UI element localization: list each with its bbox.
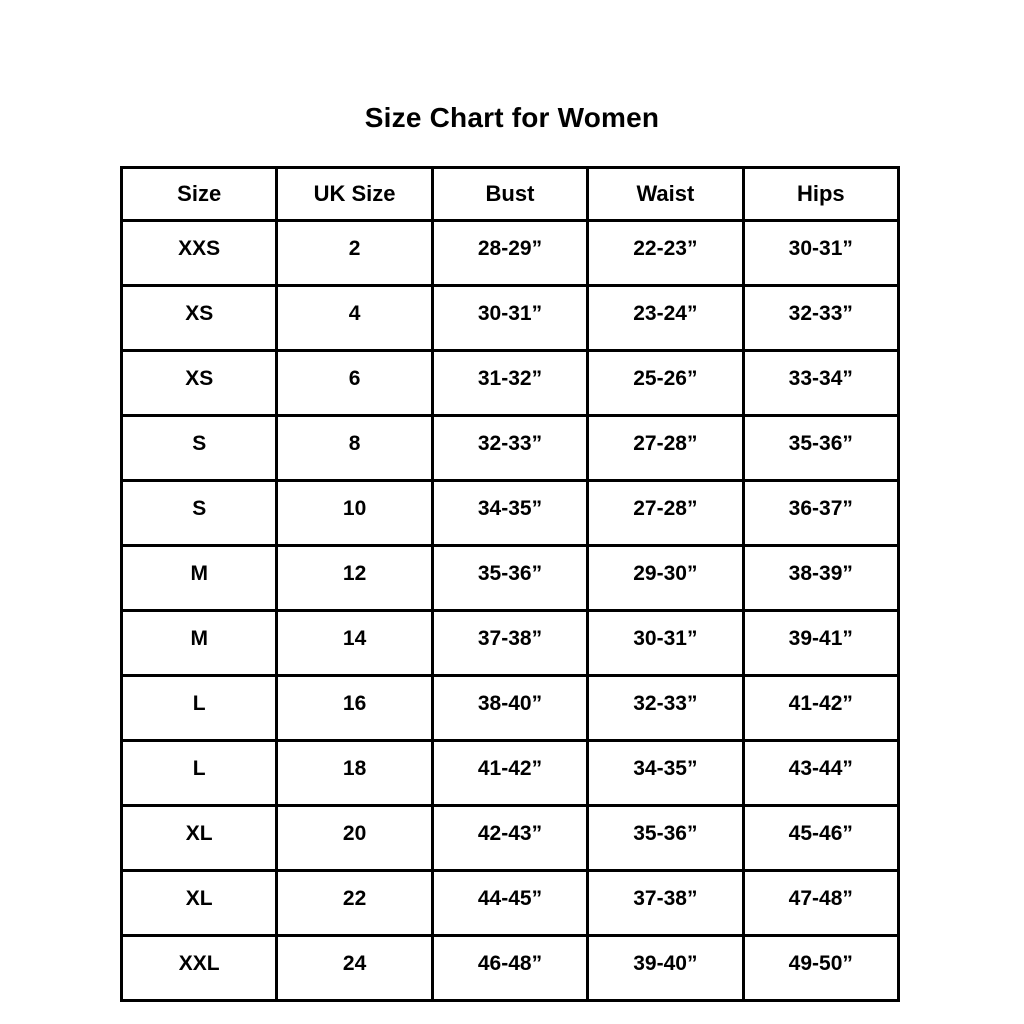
table-cell: S — [119, 414, 279, 482]
table-cell: 8 — [275, 414, 434, 482]
table-row: M 12 35-36” 29-30” 38-39” — [119, 544, 901, 612]
table-cell: 27-28” — [586, 479, 745, 547]
table-cell: 45-46” — [741, 804, 901, 872]
column-header-size: Size — [119, 166, 279, 222]
table-cell: 37-38” — [430, 609, 590, 677]
table-cell: 38-39” — [741, 544, 901, 612]
table-cell: 18 — [275, 739, 434, 807]
table-cell: XXL — [119, 934, 279, 1002]
table-cell: 38-40” — [430, 674, 590, 742]
table-row: XL 22 44-45” 37-38” 47-48” — [119, 869, 901, 937]
table-cell: 10 — [275, 479, 434, 547]
table-cell: 32-33” — [586, 674, 745, 742]
table-cell: 41-42” — [741, 674, 901, 742]
table-cell: 30-31” — [430, 284, 590, 352]
table-cell: 30-31” — [741, 219, 901, 287]
column-header-bust: Bust — [430, 166, 590, 222]
table-row: XXL 24 46-48” 39-40” 49-50” — [119, 934, 901, 1002]
table-cell: 2 — [275, 219, 434, 287]
table-cell: 27-28” — [586, 414, 745, 482]
table-cell: 39-41” — [741, 609, 901, 677]
table-cell: L — [119, 739, 279, 807]
table-cell: 31-32” — [430, 349, 590, 417]
table-cell: 35-36” — [586, 804, 745, 872]
table-cell: 20 — [275, 804, 434, 872]
table-cell: 30-31” — [586, 609, 745, 677]
table-cell: 36-37” — [741, 479, 901, 547]
column-header-waist: Waist — [586, 166, 745, 222]
table-cell: 35-36” — [430, 544, 590, 612]
table-cell: 28-29” — [430, 219, 590, 287]
table-cell: S — [119, 479, 279, 547]
table-cell: 22-23” — [586, 219, 745, 287]
table-cell: 14 — [275, 609, 434, 677]
table-row: M 14 37-38” 30-31” 39-41” — [119, 609, 901, 677]
table-cell: 35-36” — [741, 414, 901, 482]
table-cell: 44-45” — [430, 869, 590, 937]
table-cell: 25-26” — [586, 349, 745, 417]
table-cell: 39-40” — [586, 934, 745, 1002]
size-chart-table: Size UK Size Bust Waist Hips XXS 2 28-29” 22-23… — [119, 166, 901, 1002]
table-cell: 16 — [275, 674, 434, 742]
table-cell: 34-35” — [586, 739, 745, 807]
table-cell: XS — [119, 349, 279, 417]
table-row: S 8 32-33” 27-28” 35-36” — [119, 414, 901, 482]
column-header-hips: Hips — [741, 166, 901, 222]
table-cell: M — [119, 609, 279, 677]
table-cell: 32-33” — [430, 414, 590, 482]
table-cell: M — [119, 544, 279, 612]
table-cell: 43-44” — [741, 739, 901, 807]
table-row: XS 6 31-32” 25-26” 33-34” — [119, 349, 901, 417]
table-cell: 41-42” — [430, 739, 590, 807]
table-row: S 10 34-35” 27-28” 36-37” — [119, 479, 901, 547]
table-cell: 24 — [275, 934, 434, 1002]
table-row: XL 20 42-43” 35-36” 45-46” — [119, 804, 901, 872]
table-cell: 22 — [275, 869, 434, 937]
table-body: XXS 2 28-29” 22-23” 30-31” XS 4 30-31” 23-24” 32-… — [119, 219, 901, 1002]
table-cell: L — [119, 674, 279, 742]
table-row: L 16 38-40” 32-33” 41-42” — [119, 674, 901, 742]
table-row: XS 4 30-31” 23-24” 32-33” — [119, 284, 901, 352]
table-cell: XXS — [119, 219, 279, 287]
table-cell: 42-43” — [430, 804, 590, 872]
table-row: XXS 2 28-29” 22-23” 30-31” — [119, 219, 901, 287]
table-cell: 32-33” — [741, 284, 901, 352]
table-cell: 37-38” — [586, 869, 745, 937]
table-cell: 4 — [275, 284, 434, 352]
table-cell: 23-24” — [586, 284, 745, 352]
table-cell: 46-48” — [430, 934, 590, 1002]
table-cell: 33-34” — [741, 349, 901, 417]
header-row: Size UK Size Bust Waist Hips — [119, 166, 901, 222]
table-cell: 49-50” — [741, 934, 901, 1002]
table-cell: XL — [119, 869, 279, 937]
table-row: L 18 41-42” 34-35” 43-44” — [119, 739, 901, 807]
table-cell: XS — [119, 284, 279, 352]
column-header-uk-size: UK Size — [275, 166, 434, 222]
table-cell: 29-30” — [586, 544, 745, 612]
table-cell: XL — [119, 804, 279, 872]
table-cell: 6 — [275, 349, 434, 417]
page-title: Size Chart for Women — [364, 102, 660, 133]
table-cell: 34-35” — [430, 479, 590, 547]
table-cell: 12 — [275, 544, 434, 612]
table-cell: 47-48” — [741, 869, 901, 937]
